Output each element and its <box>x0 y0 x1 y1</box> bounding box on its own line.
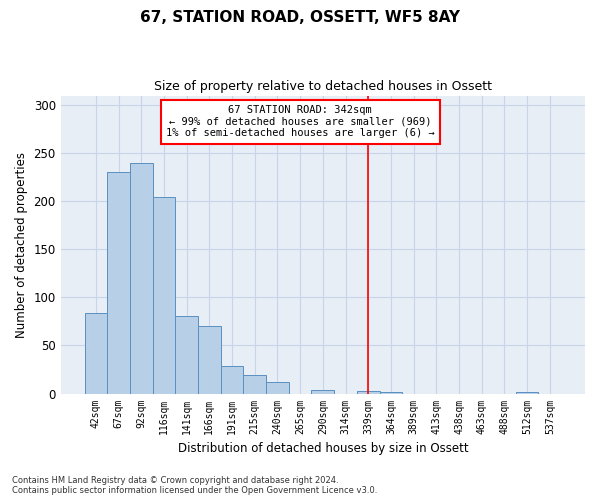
Bar <box>107 172 130 394</box>
Y-axis label: Number of detached properties: Number of detached properties <box>15 152 28 338</box>
Bar <box>380 392 402 394</box>
X-axis label: Distribution of detached houses by size in Ossett: Distribution of detached houses by size … <box>178 442 468 455</box>
Bar <box>357 390 380 394</box>
Bar <box>516 392 538 394</box>
Bar <box>198 326 221 394</box>
Text: 67, STATION ROAD, OSSETT, WF5 8AY: 67, STATION ROAD, OSSETT, WF5 8AY <box>140 10 460 25</box>
Bar <box>266 382 289 394</box>
Text: Contains HM Land Registry data © Crown copyright and database right 2024.
Contai: Contains HM Land Registry data © Crown c… <box>12 476 377 495</box>
Bar <box>152 198 175 394</box>
Title: Size of property relative to detached houses in Ossett: Size of property relative to detached ho… <box>154 80 492 93</box>
Bar <box>130 163 152 394</box>
Bar <box>311 390 334 394</box>
Text: 67 STATION ROAD: 342sqm
← 99% of detached houses are smaller (969)
1% of semi-de: 67 STATION ROAD: 342sqm ← 99% of detache… <box>166 105 434 138</box>
Bar <box>221 366 244 394</box>
Bar <box>85 313 107 394</box>
Bar <box>175 316 198 394</box>
Bar <box>244 376 266 394</box>
